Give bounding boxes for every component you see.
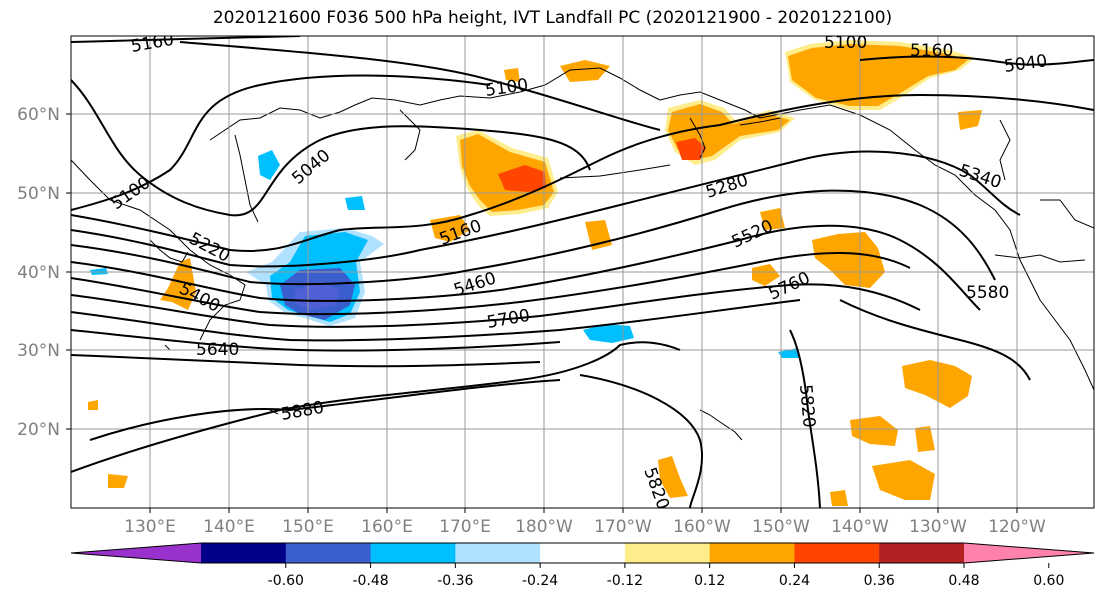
colorbar-swatch [624, 543, 711, 563]
colorbar-tick-label: 0.24 [779, 573, 810, 589]
colorbar-swatch [370, 543, 456, 563]
lat-label: 20°N [17, 420, 60, 440]
lon-label: 150°E [282, 517, 334, 537]
colorbar-arrow-high [964, 543, 1094, 563]
colorbar-outline [70, 542, 1095, 564]
colorbar-tick-label: -0.60 [268, 573, 304, 589]
lon-label: 130°E [124, 517, 176, 537]
colorbar-tick-label: 0.12 [694, 573, 725, 589]
lon-label: 130°W [909, 517, 967, 537]
lon-label: 160°E [361, 517, 413, 537]
colorbar-tick-label: -0.24 [522, 573, 558, 589]
ivt-shading [88, 40, 982, 506]
lon-label: 150°W [752, 517, 810, 537]
contour-label: 5820 [795, 384, 819, 429]
colorbar-swatch [455, 543, 541, 563]
lon-label: 120°W [988, 517, 1046, 537]
colorbar-tick-label: 0.48 [948, 573, 979, 589]
colorbar-tick-label: 0.36 [864, 573, 895, 589]
lon-label: 170°E [439, 517, 491, 537]
lat-label: 40°N [17, 263, 60, 283]
colorbar-tick-label: -0.48 [352, 573, 388, 589]
colorbar-swatch [540, 543, 626, 563]
lat-label: 30°N [17, 341, 60, 361]
colorbar-tick-label: -0.36 [437, 573, 473, 589]
lat-label: 50°N [17, 184, 60, 204]
colorbar-swatch [201, 543, 287, 563]
colorbar: -0.60 -0.48 -0.36 -0.24 -0.12 0.12 0.24 0.36 0.4… [70, 542, 1095, 589]
colorbar-swatch [285, 543, 372, 563]
colorbar-swatch [709, 543, 795, 563]
map-area: 5160 5100 5100 5160 5040 5100 5040 5220 … [71, 33, 1094, 508]
coastlines [71, 67, 1094, 441]
contour-label: 5160 [910, 41, 953, 61]
contour-label: 5640 [196, 340, 239, 360]
colorbar-arrow-low [71, 543, 201, 563]
lon-label: 140°W [831, 517, 889, 537]
lon-label: 170°W [594, 517, 652, 537]
lon-label: 160°W [673, 517, 731, 537]
lon-label: 180°W [515, 517, 573, 537]
height-contours [71, 36, 1094, 508]
graticule [71, 36, 1094, 508]
colorbar-tick-label: -0.12 [607, 573, 643, 589]
map-title: 2020121600 F036 500 hPa height, IVT Land… [212, 8, 893, 28]
lat-label: 60°N [17, 105, 60, 125]
colorbar-swatch [879, 543, 965, 563]
colorbar-swatch [794, 543, 880, 563]
colorbar-tick-label: 0.60 [1033, 573, 1064, 589]
contour-label: 5580 [966, 283, 1009, 303]
contour-label: 5100 [824, 33, 867, 53]
axis-ticks [66, 113, 1018, 513]
lon-label: 140°E [203, 517, 255, 537]
